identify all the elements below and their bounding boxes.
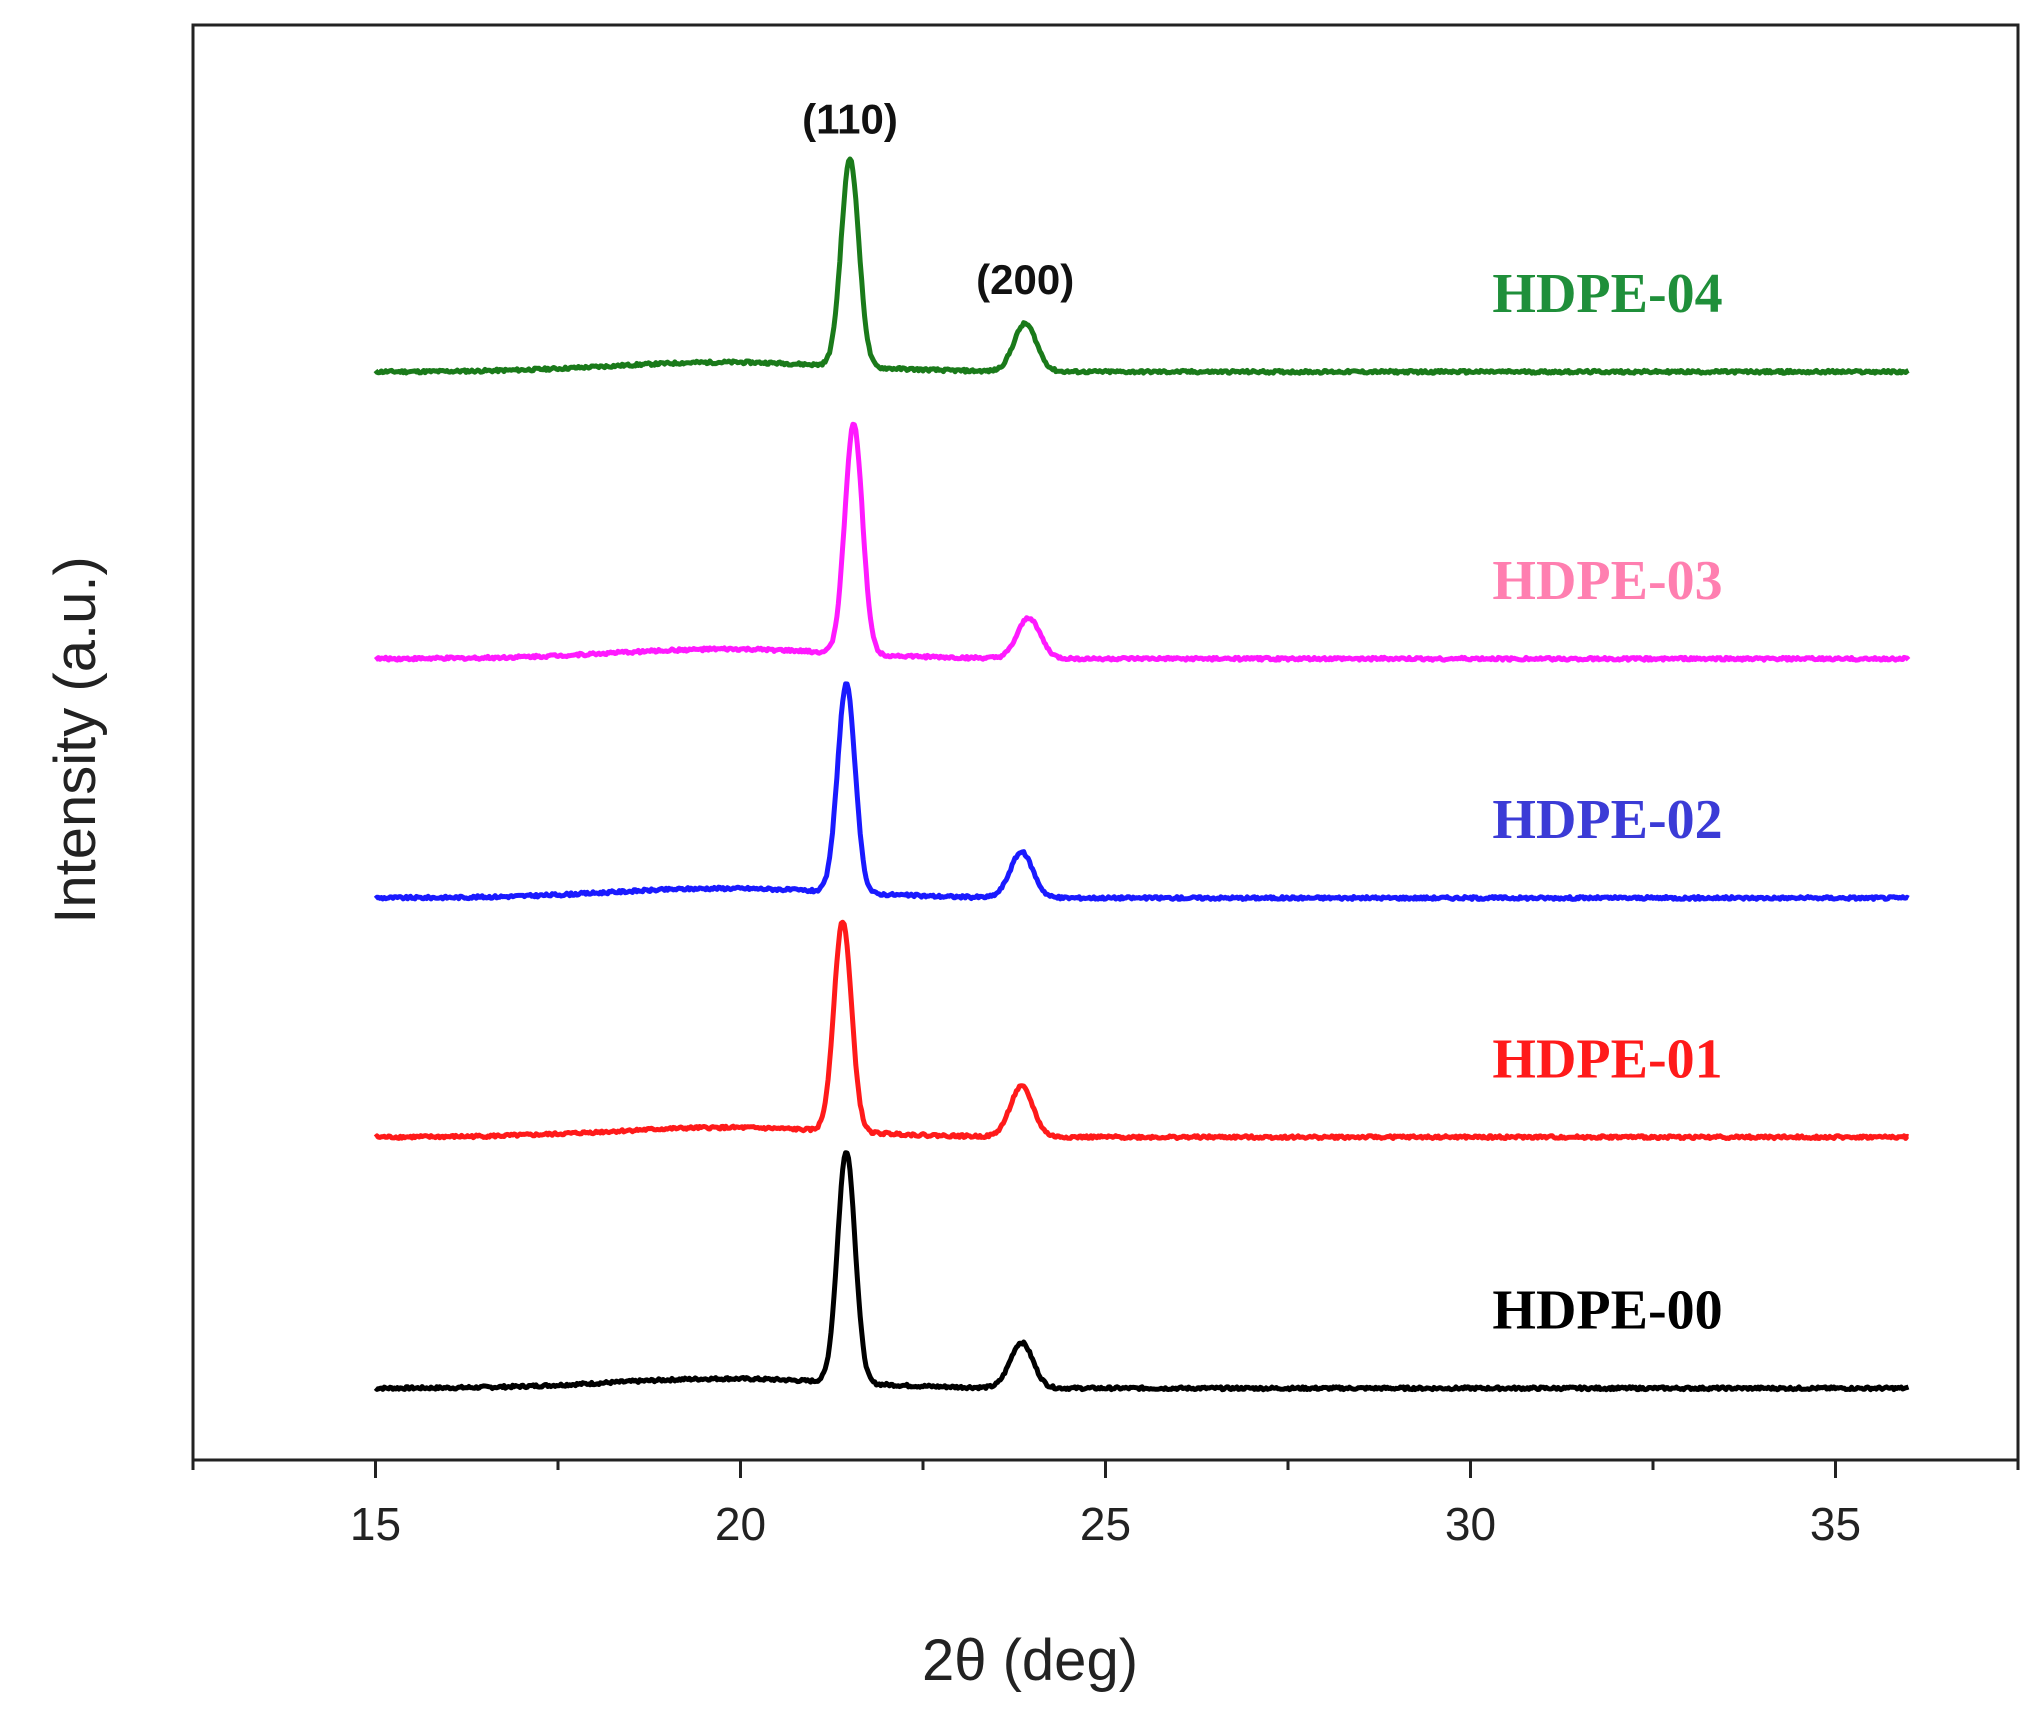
series-line-hdpe-01 bbox=[373, 919, 1910, 1141]
series-layer bbox=[373, 156, 1911, 1393]
plot-frame bbox=[191, 23, 2020, 1462]
peak-annotation: (200) bbox=[976, 256, 1074, 303]
x-tick-label: 25 bbox=[1080, 1498, 1131, 1550]
x-tick-label: 35 bbox=[1810, 1498, 1861, 1550]
series-line-hdpe-03 bbox=[373, 421, 1911, 663]
x-tick-label: 20 bbox=[715, 1498, 766, 1550]
series-label-hdpe-04: HDPE-04 bbox=[1492, 263, 1722, 325]
series-label-hdpe-01: HDPE-01 bbox=[1492, 1028, 1722, 1090]
series-line-hdpe-02 bbox=[373, 681, 1910, 902]
x-axis-title: 2θ (deg) bbox=[922, 1628, 1138, 1693]
series-label-hdpe-00: HDPE-00 bbox=[1492, 1279, 1722, 1341]
y-axis-title: Intensity (a.u.) bbox=[43, 556, 108, 923]
series-line-hdpe-04 bbox=[373, 156, 1910, 376]
series-label-hdpe-02: HDPE-02 bbox=[1492, 789, 1722, 851]
x-axis: 15 20 25 30 35 bbox=[191, 1460, 2020, 1550]
series-line-hdpe-00 bbox=[373, 1150, 1910, 1393]
x-tick-label: 15 bbox=[350, 1498, 401, 1550]
peak-annotation: (110) bbox=[802, 96, 898, 143]
x-tick-label: 30 bbox=[1445, 1498, 1496, 1550]
labels-layer: HDPE-00 HDPE-01 HDPE-02 HDPE-03 HDPE-04 (110)… bbox=[802, 96, 1722, 1342]
series-label-hdpe-03: HDPE-03 bbox=[1492, 550, 1722, 612]
